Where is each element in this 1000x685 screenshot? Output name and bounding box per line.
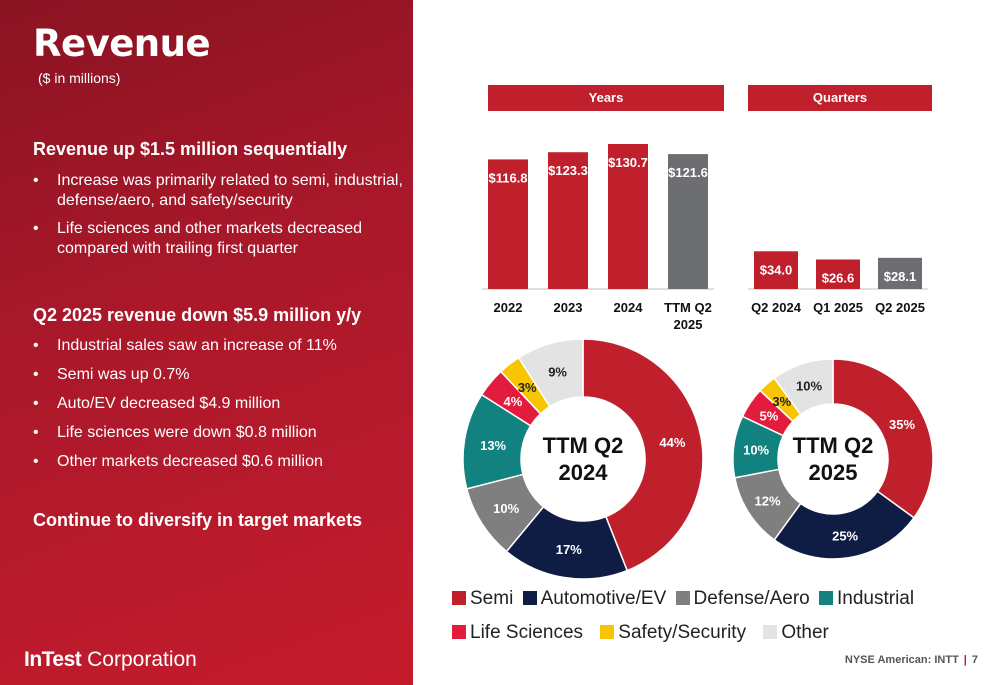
- logo-text: Corporation: [81, 648, 197, 671]
- donut-slice-label: 10%: [743, 442, 769, 457]
- bar-category-label: 2022: [494, 300, 523, 315]
- bullet-item: Auto/EV decreased $4.9 million: [33, 393, 405, 414]
- company-logo: InTest Corporation: [24, 648, 197, 672]
- bar-category-label: 2023: [554, 300, 583, 315]
- legend-item-industrial: Industrial: [819, 588, 914, 610]
- legend-item-semi: Semi: [452, 588, 513, 610]
- bullet-item: Semi was up 0.7%: [33, 364, 405, 385]
- page-subtitle: ($ in millions): [38, 70, 121, 86]
- donut-center-label: TTM Q2: [793, 433, 874, 458]
- donut-slice-label: 3%: [772, 394, 791, 409]
- footer: NYSE American: INTT | 7: [845, 654, 978, 666]
- donut-slice-label: 3%: [518, 380, 537, 395]
- bullet-item: Increase was primarily related to semi, …: [33, 171, 405, 211]
- donut-center-label: 2025: [809, 460, 858, 485]
- section-heading-yoy: Q2 2025 revenue down $5.9 million y/y: [33, 305, 362, 325]
- bar: [548, 152, 588, 289]
- legend-item-defense: Defense/Aero: [675, 588, 810, 610]
- donut-slice-label: 9%: [548, 365, 567, 380]
- donut-slice: [517, 338, 584, 408]
- years-header: Years: [488, 85, 724, 111]
- donut-slice-label: 4%: [503, 394, 522, 409]
- legend-swatch: [452, 625, 466, 639]
- legend-swatch: [819, 591, 833, 605]
- donut-slice: [773, 358, 834, 416]
- donut-slice: [582, 338, 704, 572]
- bullet-item: Industrial sales saw an increase of 11%: [33, 335, 405, 356]
- bar-category-label: Q1 2025: [813, 300, 863, 315]
- bar: [488, 159, 528, 289]
- donut-slice-label: 35%: [889, 417, 915, 432]
- legend-item-automotive: Automotive/EV: [522, 588, 666, 610]
- left-panel: Revenue ($ in millions) Revenue up $1.5 …: [0, 0, 413, 685]
- donut-slice: [832, 358, 934, 519]
- legend-item-life-sciences: Life Sciences: [452, 622, 583, 644]
- donut-slice: [773, 490, 915, 560]
- legend-swatch: [452, 591, 466, 605]
- donut-center-label: TTM Q2: [543, 433, 624, 458]
- bar-data-label: $26.6: [822, 270, 855, 285]
- donut-slice-label: 17%: [556, 542, 582, 557]
- legend-swatch: [600, 625, 615, 639]
- bar-data-label: $28.1: [884, 269, 917, 284]
- logo-mark: InTest: [24, 648, 82, 671]
- bar: [754, 251, 798, 289]
- bar-data-label: $121.6: [668, 165, 708, 180]
- donut-slice-label: 5%: [760, 408, 779, 423]
- donut-slice-label: 25%: [832, 529, 858, 544]
- bullet-item: Other markets decreased $0.6 million: [33, 451, 405, 472]
- legend-item-safety: Safety/Security: [600, 622, 746, 644]
- legend-swatch: [763, 625, 778, 639]
- footer-separator: |: [963, 654, 967, 666]
- ticker-text: NYSE American: INTT: [844, 654, 959, 666]
- legend-row-2: Life Sciences Safety/Security Other: [452, 622, 833, 644]
- donut-slice-label: 44%: [659, 435, 685, 450]
- bar: [608, 144, 648, 289]
- bar-category-label: Q2 2025: [875, 300, 925, 315]
- bullet-list-sequential: Increase was primarily related to semi, …: [33, 171, 405, 267]
- bar: [816, 259, 860, 289]
- bar: [878, 257, 922, 289]
- donut-center-label: 2024: [559, 460, 609, 485]
- donut-slice-label: 12%: [755, 494, 781, 509]
- page-number: 7: [971, 654, 978, 666]
- bullet-item: Life sciences and other markets decrease…: [33, 219, 405, 259]
- bar-data-label: $123.3: [548, 163, 588, 178]
- section-heading-diversify: Continue to diversify in target markets: [33, 510, 363, 530]
- legend-swatch: [675, 591, 690, 605]
- bullet-item: Life sciences were down $0.8 million: [33, 422, 405, 443]
- bar-category-label: TTM Q2 2025: [664, 300, 712, 332]
- bar: [668, 154, 708, 289]
- bar-category-label: 2024: [614, 300, 644, 315]
- page-title: Revenue: [33, 22, 211, 65]
- bar-data-label: $34.0: [760, 262, 793, 277]
- section-heading-sequential: Revenue up $1.5 million sequentially: [33, 139, 348, 159]
- bar-data-label: $116.8: [488, 170, 527, 185]
- donut-slice-label: 10%: [796, 378, 822, 393]
- bar-data-label: $130.7: [608, 155, 648, 170]
- bullet-list-yoy: Industrial sales saw an increase of 11% …: [33, 335, 405, 480]
- legend-item-other: Other: [763, 622, 829, 644]
- legend-swatch: [522, 591, 537, 605]
- donut-slice-label: 13%: [480, 438, 506, 453]
- bar-category-label: Q2 2024: [751, 300, 802, 315]
- quarters-header: Quarters: [748, 85, 932, 111]
- legend-row-1: Semi Automotive/EV Defense/Aero Industri…: [452, 588, 918, 610]
- donut-slice-label: 10%: [493, 501, 519, 516]
